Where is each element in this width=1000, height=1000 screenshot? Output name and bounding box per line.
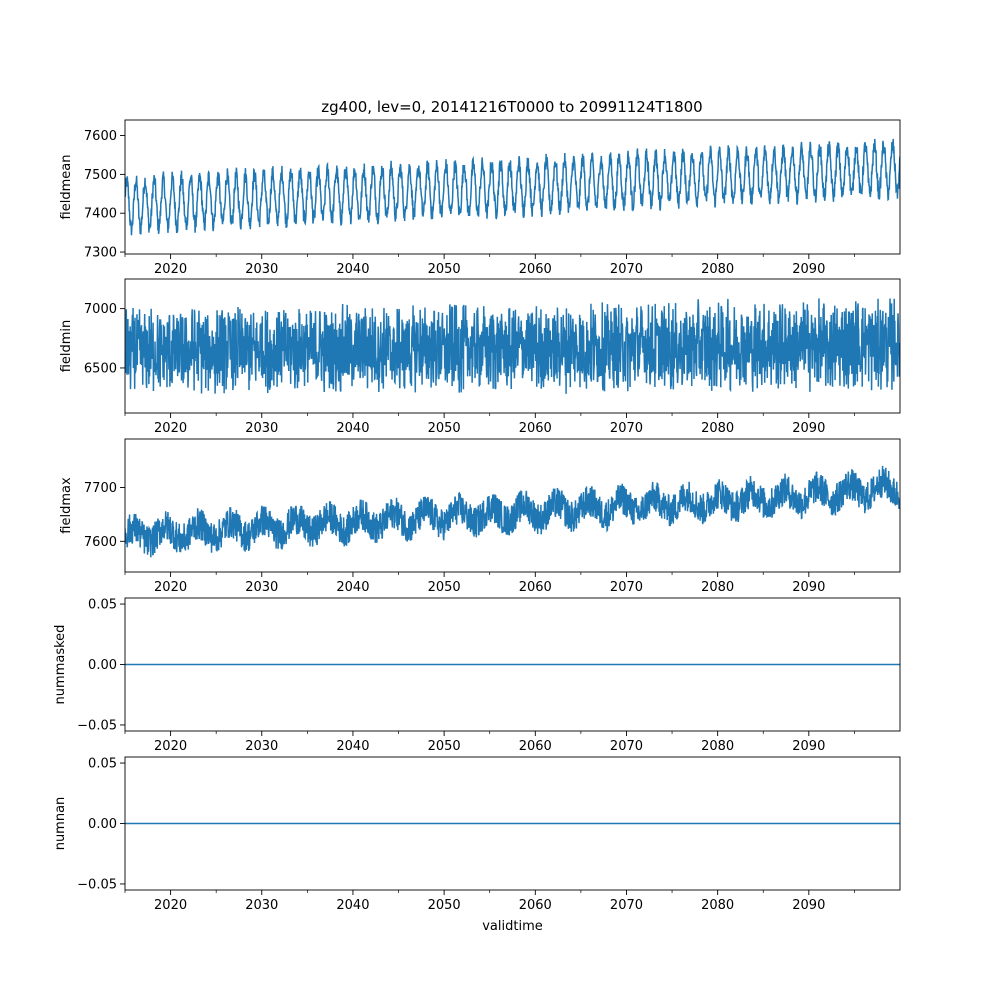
x-tick-label: 2080 [701, 898, 734, 913]
y-axis-label: numnan [53, 797, 68, 851]
x-tick-label: 2060 [519, 421, 552, 436]
x-tick-label: 2090 [792, 580, 825, 595]
x-tick-label: 2030 [245, 421, 278, 436]
y-tick-label: 7000 [84, 302, 117, 317]
x-tick-label: 2070 [610, 898, 643, 913]
x-tick-label: 2030 [245, 739, 278, 754]
x-tick-label: 2050 [428, 580, 461, 595]
y-axis-label: fieldmax [59, 477, 74, 534]
y-tick-label: −0.05 [77, 718, 117, 733]
y-tick-label: 7700 [84, 481, 117, 496]
x-tick-label: 2050 [428, 898, 461, 913]
x-tick-label: 2030 [245, 898, 278, 913]
y-tick-label: 7400 [84, 207, 117, 222]
panel-fieldmax: 2020 2030 2040 2050 2060 2070 2080 2090 7600 7700… [59, 438, 901, 595]
x-tick-label: 2040 [336, 262, 369, 277]
x-tick-label: 2080 [701, 421, 734, 436]
axes-frame [124, 278, 901, 414]
x-tick-label: 2070 [610, 421, 643, 436]
x-tick-label: 2040 [336, 898, 369, 913]
x-tick-label: 2060 [519, 580, 552, 595]
panel-fieldmean: 2020 2030 2040 2050 2060 2070 2080 2090 7300 7400… [59, 119, 901, 277]
series-line-fieldmean [125, 138, 900, 236]
x-tick-label: 2040 [336, 580, 369, 595]
x-tick-label: 2070 [610, 739, 643, 754]
y-tick-label: 0.05 [88, 598, 117, 613]
x-tick-label: 2090 [792, 898, 825, 913]
y-tick-label: 0.00 [88, 817, 117, 832]
y-axis-label: nummasked [53, 625, 68, 705]
y-tick-label: 0.05 [88, 757, 117, 772]
panel-nummasked: 2020 2030 2040 2050 2060 2070 2080 2090 0.05 0.00… [53, 598, 901, 754]
y-tick-label: 7600 [84, 535, 117, 550]
x-tick-label: 2050 [428, 739, 461, 754]
series-line-fieldmin [125, 298, 900, 394]
y-tick-label: 7600 [84, 129, 117, 144]
x-tick-label: 2020 [154, 739, 187, 754]
x-tick-label: 2080 [701, 580, 734, 595]
y-tick-label: 7300 [84, 246, 117, 261]
x-tick-label: 2050 [428, 262, 461, 277]
x-tick-label: 2060 [519, 739, 552, 754]
x-tick-label: 2090 [792, 739, 825, 754]
x-tick-label: 2060 [519, 898, 552, 913]
panel-fieldmin: 2020 2030 2040 2050 2060 2070 2080 2090 6500 7000… [59, 278, 901, 436]
series-line-fieldmax [125, 465, 900, 558]
y-tick-label: 6500 [84, 361, 117, 376]
x-tick-label: 2020 [154, 580, 187, 595]
y-axis-label: fieldmean [59, 155, 74, 220]
panel-numnan: 2020 2030 2040 2050 2060 2070 2080 2090 0.05 0.00… [53, 757, 901, 934]
y-tick-label: 7500 [84, 168, 117, 183]
y-tick-label: −0.05 [77, 877, 117, 892]
x-tick-label: 2020 [154, 898, 187, 913]
x-tick-label: 2040 [336, 739, 369, 754]
x-tick-label: 2080 [701, 262, 734, 277]
x-tick-label: 2070 [610, 262, 643, 277]
x-tick-label: 2070 [610, 580, 643, 595]
chart-title: zg400, lev=0, 20141216T0000 to 20991124T… [321, 98, 702, 116]
y-tick-label: 0.00 [88, 658, 117, 673]
y-axis-label: fieldmin [59, 320, 74, 373]
x-tick-label: 2030 [245, 262, 278, 277]
x-tick-label: 2020 [154, 421, 187, 436]
x-tick-label: 2090 [792, 421, 825, 436]
x-tick-label: 2040 [336, 421, 369, 436]
x-tick-label: 2020 [154, 262, 187, 277]
x-tick-label: 2060 [519, 262, 552, 277]
x-tick-label: 2030 [245, 580, 278, 595]
x-tick-label: 2090 [792, 262, 825, 277]
axes-frame [124, 119, 901, 255]
x-axis-label: validtime [482, 919, 543, 934]
axes-frame [124, 438, 901, 573]
x-tick-label: 2050 [428, 421, 461, 436]
x-tick-label: 2080 [701, 739, 734, 754]
